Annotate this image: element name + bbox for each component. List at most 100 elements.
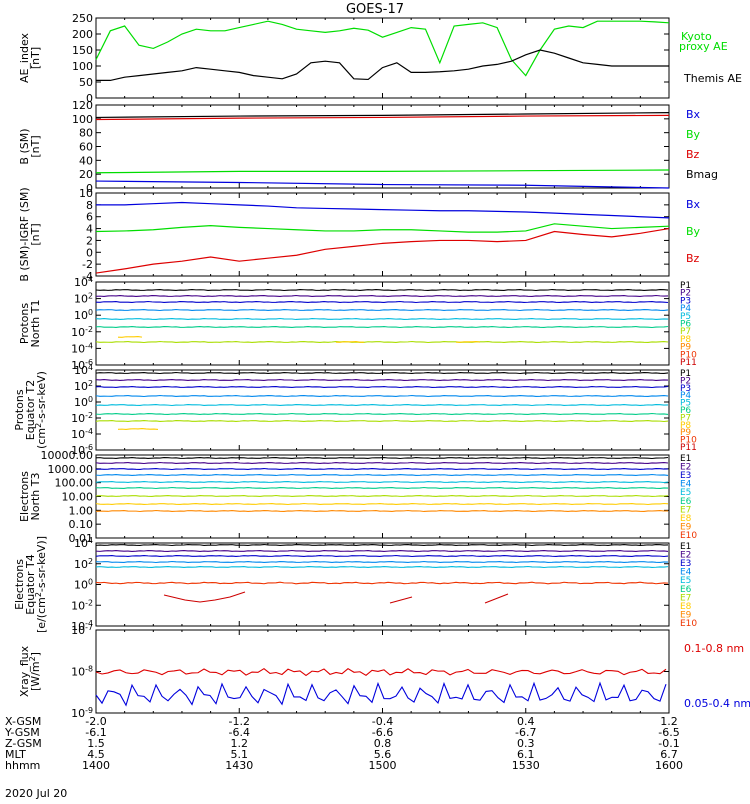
channel-label: P4 — [680, 391, 691, 401]
series-line-by — [95, 223, 670, 233]
legend-entry: Bz — [686, 252, 700, 265]
channel-trace — [95, 394, 669, 398]
y-tick-label: 100 — [72, 113, 93, 126]
channel-label: P2 — [680, 376, 691, 386]
x-row-label: MLT — [5, 748, 26, 761]
y-tick-label: 100.00 — [55, 477, 94, 490]
channel-trace — [335, 341, 365, 343]
channel-label: E3 — [680, 559, 691, 569]
y-tick-label: 10 — [79, 187, 93, 200]
channel-trace — [95, 549, 669, 553]
x-row-value: -1.2 — [229, 715, 250, 728]
y-tick-label: 2 — [86, 234, 93, 247]
y-tick-label: 0 — [86, 92, 93, 105]
y-tick-label: 104 — [74, 536, 93, 551]
channel-trace — [95, 294, 669, 298]
x-row-value: 1.2 — [660, 715, 678, 728]
y-tick-label: 100 — [72, 60, 93, 73]
channel-trace — [95, 554, 669, 558]
x-row-value: 0.3 — [517, 737, 535, 750]
channel-label: E8 — [680, 514, 692, 524]
channel-trace — [117, 336, 143, 338]
x-row-value: 4.5 — [87, 748, 105, 761]
y-tick-label: 102 — [74, 291, 93, 306]
y-tick-label: 80 — [79, 127, 93, 140]
channel-trace — [95, 560, 669, 564]
y-tick-label: 60 — [79, 141, 93, 154]
channel-trace — [455, 341, 481, 343]
legend-entry: Bx — [686, 198, 701, 211]
x-row-value: 0.8 — [374, 737, 392, 750]
channel-label: P11 — [680, 358, 697, 368]
channel-trace — [389, 596, 413, 604]
series-line-kyoto-proxy-ae — [95, 20, 670, 77]
channel-label: E1 — [680, 542, 691, 552]
channel-label: E5 — [680, 488, 691, 498]
panel-frame — [95, 281, 670, 366]
y-tick-label: 0.10 — [69, 518, 94, 531]
x-row-value: 1.2 — [231, 737, 249, 750]
y-axis-label: (cm2-s-sr-keV) — [34, 371, 49, 449]
x-axis-labels: X-GSM -2.0 -1.2 -0.4 0.4 1.2 Y-GSM -6.1 -6.4 -6.6… — [4, 715, 683, 772]
channel-trace — [95, 288, 669, 292]
y-axis-label: Protons — [13, 389, 26, 430]
legend-entry: Bmag — [686, 168, 718, 181]
legend-entry: Themis AE — [683, 72, 742, 85]
y-axis-label: [nT] — [29, 47, 42, 69]
channel-label: P7 — [680, 327, 691, 337]
y-tick-label: 10-9 — [71, 706, 93, 721]
series-line-bz — [95, 114, 670, 121]
x-row-value: 0.4 — [517, 715, 535, 728]
channel-label: P5 — [680, 399, 691, 409]
channel-label: P11 — [680, 443, 697, 453]
legend-entry: By — [686, 225, 701, 238]
channel-label: P8 — [680, 421, 691, 431]
y-tick-label: 102 — [74, 379, 93, 394]
plot-date: 2020 Jul 20 — [5, 787, 67, 800]
y-axis-label: [e/(cm2-s-sr-keV)] — [34, 536, 49, 633]
y-tick-label: 40 — [79, 154, 93, 167]
channel-label: P8 — [680, 335, 691, 345]
channel-trace — [117, 428, 159, 430]
channel-label: E2 — [680, 551, 691, 561]
channel-trace — [95, 300, 669, 304]
y-axis-label: North T1 — [29, 300, 42, 348]
channel-trace — [95, 385, 669, 389]
y-axis-label: Electrons — [13, 559, 26, 610]
series-line-bz — [95, 227, 670, 274]
channel-label: P9 — [680, 428, 691, 438]
channel-trace — [95, 317, 669, 321]
y-tick-label: 100 — [74, 395, 93, 410]
y-tick-label: 50 — [79, 76, 93, 89]
y-axis-label: [nT] — [29, 135, 42, 157]
y-axis-label: B (SM)-IGRF (SM) — [18, 187, 31, 281]
x-row-value: -6.5 — [658, 726, 679, 739]
series-line-bx — [96, 201, 670, 219]
channel-trace — [95, 325, 669, 329]
x-row-value: -6.4 — [229, 726, 250, 739]
channel-label: E10 — [680, 531, 697, 541]
y-tick-label: -2 — [82, 258, 93, 271]
y-axis-label: AE_index — [18, 32, 31, 83]
channel-trace — [95, 371, 669, 375]
x-row-value: 5.1 — [231, 748, 249, 761]
y-axis-label: [W/m2] — [28, 652, 43, 691]
channel-label: P6 — [680, 406, 691, 416]
channel-label: E10 — [680, 619, 697, 629]
x-row-label: hhmm — [5, 759, 40, 772]
channel-trace — [95, 461, 669, 465]
x-row-value: 1430 — [225, 759, 253, 772]
y-tick-label: 10-7 — [71, 623, 93, 638]
channel-label: E9 — [680, 522, 692, 532]
channel-label: E7 — [680, 593, 691, 603]
series-line-themis-ae — [96, 49, 669, 82]
channel-label: P3 — [680, 296, 691, 306]
y-tick-label: 10000.00 — [41, 449, 94, 462]
channel-trace — [95, 419, 669, 423]
channel-label: E1 — [680, 454, 691, 464]
y-tick-label: 6 — [86, 211, 93, 224]
y-axis-label: Equator T2 — [24, 380, 37, 440]
